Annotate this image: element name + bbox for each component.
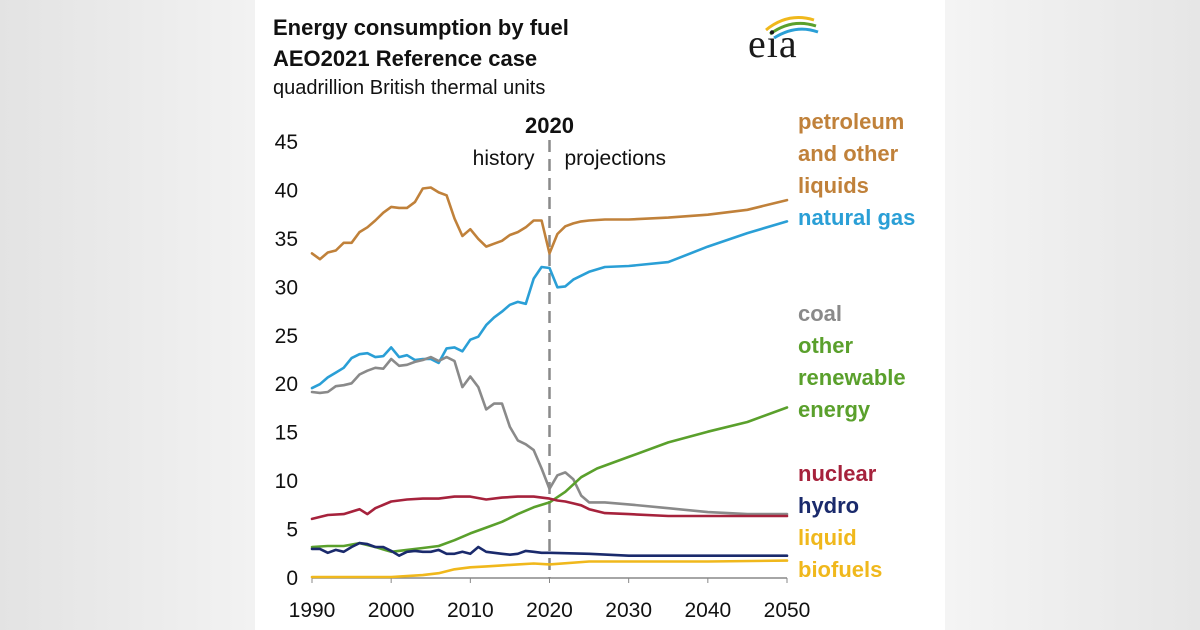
chart-card <box>255 0 945 630</box>
series-line-hydro <box>310 541 789 558</box>
series-layer <box>310 186 789 579</box>
y-tick-label: 15 <box>275 422 298 445</box>
legend-label-line: hydro <box>798 493 860 518</box>
y-tick-label: 30 <box>275 276 298 299</box>
legend-label-line: petroleum <box>798 109 905 134</box>
chart-title: Energy consumption by fuel AEO2021 Refer… <box>273 12 569 74</box>
y-tick-label: 10 <box>275 470 298 493</box>
y-tick-label: 20 <box>275 373 298 396</box>
series-line-coal <box>310 355 789 516</box>
legend-label-other-renewable-energy: other renewable energy <box>798 330 906 426</box>
legend-label-line: liquids <box>798 173 869 198</box>
legend-label-line: nuclear <box>798 461 877 486</box>
divider-year-label: 2020 <box>525 113 574 138</box>
history-label: history <box>473 147 535 170</box>
series-line-petroleum-and-other-liquids <box>310 186 789 261</box>
legend-label-line: coal <box>798 301 843 326</box>
y-tick-label: 40 <box>275 179 298 202</box>
series-line-nuclear <box>310 495 789 521</box>
legend-label-coal: coal <box>798 298 842 330</box>
x-tick-label: 2000 <box>368 599 415 622</box>
y-tick-label: 0 <box>286 567 298 590</box>
legend-label-line: renewable <box>798 365 906 390</box>
y-tick-label: 45 <box>275 131 298 154</box>
title-line-1: Energy consumption by fuel <box>273 15 569 40</box>
x-tick-label: 1990 <box>289 599 336 622</box>
x-tick-label: 2040 <box>684 599 731 622</box>
right-backdrop <box>945 0 1200 630</box>
left-backdrop <box>0 0 255 630</box>
legend-label-line: other <box>798 333 853 358</box>
x-tick-label: 2050 <box>764 599 811 622</box>
x-tick-label: 2020 <box>526 599 573 622</box>
legend-label-line: energy <box>798 397 871 422</box>
units-label: quadrillion British thermal units <box>273 77 546 99</box>
y-tick-label: 35 <box>275 228 298 251</box>
legend-label-hydro: hydro <box>798 490 859 522</box>
title-line-2: AEO2021 Reference case <box>273 46 538 71</box>
eia-logo-swoosh-icon <box>765 16 819 40</box>
x-tick-label: 2030 <box>605 599 652 622</box>
eia-logo: eia <box>748 21 798 66</box>
legend-label-line: biofuels <box>798 557 883 582</box>
y-tick-label: 5 <box>286 519 298 542</box>
series-line-liquid-biofuels <box>310 559 789 579</box>
legend-label-nuclear: nuclear <box>798 458 876 490</box>
legend-label-line: and other <box>798 141 899 166</box>
projections-label: projections <box>565 147 667 170</box>
legend-label-liquid-biofuels: liquid biofuels <box>798 522 882 586</box>
legend-label-petroleum-and-other-liquids: petroleum and other liquids <box>798 106 904 202</box>
y-tick-label: 25 <box>275 325 298 348</box>
legend-label-line: natural gas <box>798 205 916 230</box>
legend-label-natural-gas: natural gas <box>798 202 915 234</box>
series-line-natural-gas <box>310 220 789 390</box>
legend-label-line: liquid <box>798 525 857 550</box>
x-tick-label: 2010 <box>447 599 494 622</box>
